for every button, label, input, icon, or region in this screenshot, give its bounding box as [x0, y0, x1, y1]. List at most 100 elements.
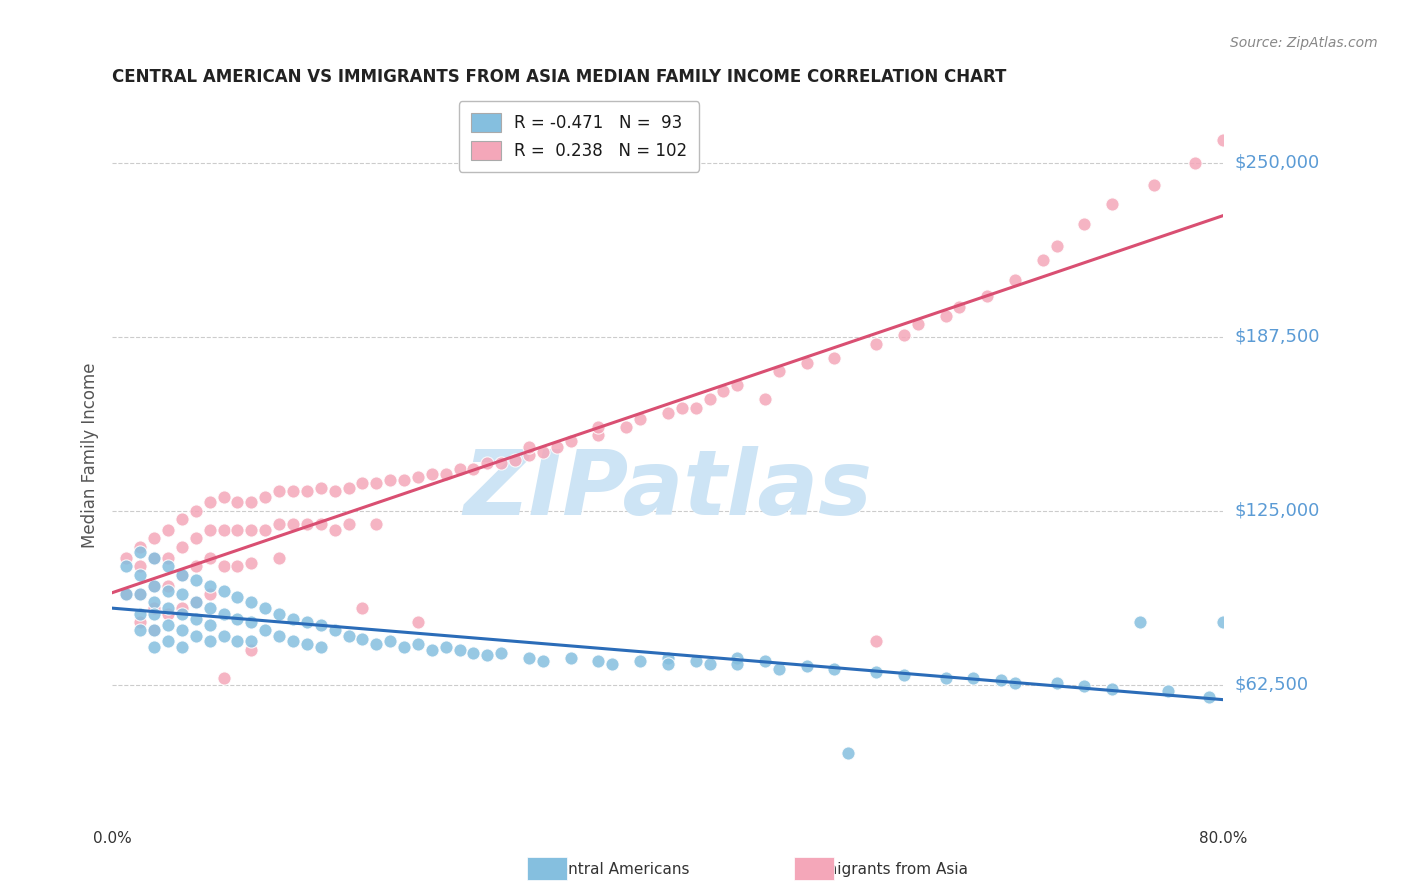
Text: Central Americans: Central Americans: [548, 863, 689, 877]
Point: [406, 615, 429, 629]
Point: [477, 648, 499, 663]
Point: [143, 595, 166, 609]
Point: [198, 587, 221, 601]
Point: [198, 617, 221, 632]
Point: [323, 624, 346, 638]
Point: [366, 517, 388, 532]
Point: [517, 651, 540, 665]
Text: CENTRAL AMERICAN VS IMMIGRANTS FROM ASIA MEDIAN FAMILY INCOME CORRELATION CHART: CENTRAL AMERICAN VS IMMIGRANTS FROM ASIA…: [112, 68, 1007, 86]
Point: [907, 317, 929, 331]
Point: [337, 517, 360, 532]
Point: [143, 640, 166, 654]
Point: [366, 637, 388, 651]
Point: [434, 640, 457, 654]
Point: [226, 612, 249, 626]
Point: [560, 434, 582, 448]
Point: [198, 523, 221, 537]
Point: [240, 615, 263, 629]
Point: [352, 475, 374, 490]
Point: [406, 470, 429, 484]
Point: [170, 640, 193, 654]
Point: [491, 456, 513, 470]
Text: Immigrants from Asia: Immigrants from Asia: [803, 863, 969, 877]
Point: [115, 587, 138, 601]
Point: [157, 601, 180, 615]
Point: [628, 411, 651, 425]
Point: [170, 567, 193, 582]
Point: [366, 475, 388, 490]
Point: [212, 559, 235, 574]
Point: [184, 503, 207, 517]
Point: [420, 467, 443, 482]
Point: [713, 384, 735, 398]
Point: [157, 550, 180, 565]
Point: [893, 328, 915, 343]
Point: [893, 667, 915, 681]
Point: [226, 559, 249, 574]
Point: [226, 590, 249, 604]
Point: [254, 624, 277, 638]
Point: [240, 642, 263, 657]
Point: [531, 445, 554, 459]
Point: [1073, 679, 1095, 693]
Point: [281, 634, 304, 648]
Text: 0.0%: 0.0%: [93, 830, 132, 846]
Point: [463, 646, 485, 660]
Legend: R = -0.471   N =  93, R =  0.238   N = 102: R = -0.471 N = 93, R = 0.238 N = 102: [460, 102, 699, 171]
Point: [170, 624, 193, 638]
Point: [295, 637, 318, 651]
Point: [309, 640, 332, 654]
Text: 80.0%: 80.0%: [1199, 830, 1247, 846]
Point: [198, 579, 221, 593]
Point: [628, 654, 651, 668]
Point: [699, 657, 721, 671]
Point: [560, 651, 582, 665]
Point: [198, 634, 221, 648]
Point: [212, 671, 235, 685]
Point: [754, 654, 776, 668]
Point: [588, 420, 610, 434]
Point: [184, 612, 207, 626]
Point: [934, 671, 956, 685]
Point: [267, 629, 291, 643]
Point: [309, 617, 332, 632]
Point: [281, 517, 304, 532]
Point: [323, 523, 346, 537]
Point: [837, 746, 859, 760]
Point: [685, 654, 707, 668]
Point: [1045, 676, 1069, 690]
Point: [170, 601, 193, 615]
Point: [267, 607, 291, 621]
Point: [226, 523, 249, 537]
Point: [170, 567, 193, 582]
Point: [129, 587, 152, 601]
Point: [170, 587, 193, 601]
Point: [143, 532, 166, 546]
Point: [295, 517, 318, 532]
Text: $250,000: $250,000: [1234, 153, 1320, 171]
Point: [212, 607, 235, 621]
Point: [337, 481, 360, 495]
Point: [948, 301, 970, 315]
Point: [824, 662, 846, 676]
Point: [254, 523, 277, 537]
Point: [240, 595, 263, 609]
Point: [588, 428, 610, 442]
Point: [1004, 676, 1026, 690]
Point: [143, 601, 166, 615]
Point: [267, 517, 291, 532]
Point: [449, 462, 471, 476]
Point: [1156, 684, 1178, 698]
Point: [588, 654, 610, 668]
Point: [240, 523, 263, 537]
Point: [295, 484, 318, 499]
Point: [129, 567, 152, 582]
Point: [685, 401, 707, 415]
Point: [184, 595, 207, 609]
Point: [657, 406, 679, 420]
Point: [865, 665, 887, 679]
Point: [671, 401, 693, 415]
Point: [546, 440, 568, 454]
Point: [517, 440, 540, 454]
Point: [143, 624, 166, 638]
